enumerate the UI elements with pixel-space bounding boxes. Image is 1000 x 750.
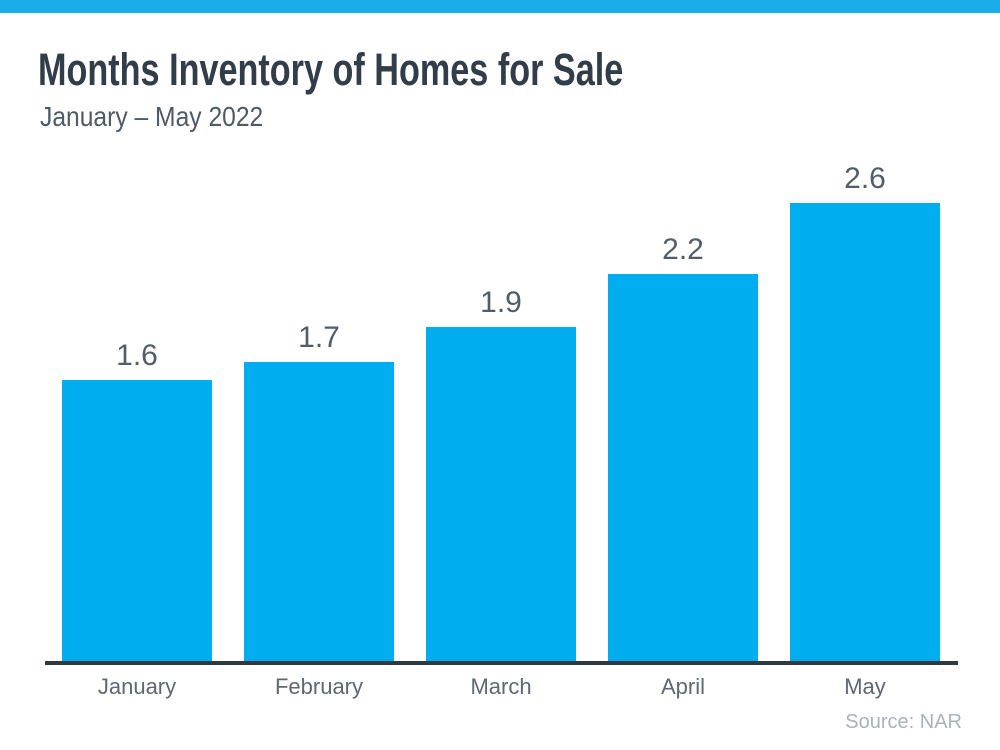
x-axis-line	[45, 661, 958, 665]
bars-area: 1.6 1.7 1.9 2.2 2.6	[46, 0, 956, 662]
top-accent-bar	[0, 0, 1000, 13]
bar-value-label: 1.7	[298, 321, 340, 354]
bar-column: 1.9	[410, 0, 592, 662]
category-label: April	[660, 674, 705, 699]
bar-value-label: 1.9	[480, 286, 522, 319]
category-labels-row: January February March April May	[46, 674, 956, 700]
source-note: Source: NAR	[845, 711, 962, 733]
bar-column: 2.2	[592, 0, 774, 662]
category-label: February	[274, 674, 364, 699]
chart-subtitle: January – May 2022	[40, 101, 264, 132]
category-label: May	[844, 674, 886, 699]
bar-may	[790, 203, 940, 662]
bar-column: 1.6	[46, 0, 228, 662]
bar-february	[244, 362, 394, 662]
bar-value-label: 1.6	[116, 339, 158, 372]
chart-title: Months Inventory of Homes for Sale	[38, 44, 624, 95]
bar-march	[426, 327, 576, 662]
bar-january	[62, 380, 212, 662]
bar-column: 2.6	[774, 0, 956, 662]
bar-value-label: 2.2	[662, 233, 704, 266]
category-label: January	[97, 674, 177, 699]
bar-column: 1.7	[228, 0, 410, 662]
category-label: March	[470, 674, 532, 699]
bar-value-label: 2.6	[844, 162, 886, 195]
bar-april	[608, 274, 758, 662]
